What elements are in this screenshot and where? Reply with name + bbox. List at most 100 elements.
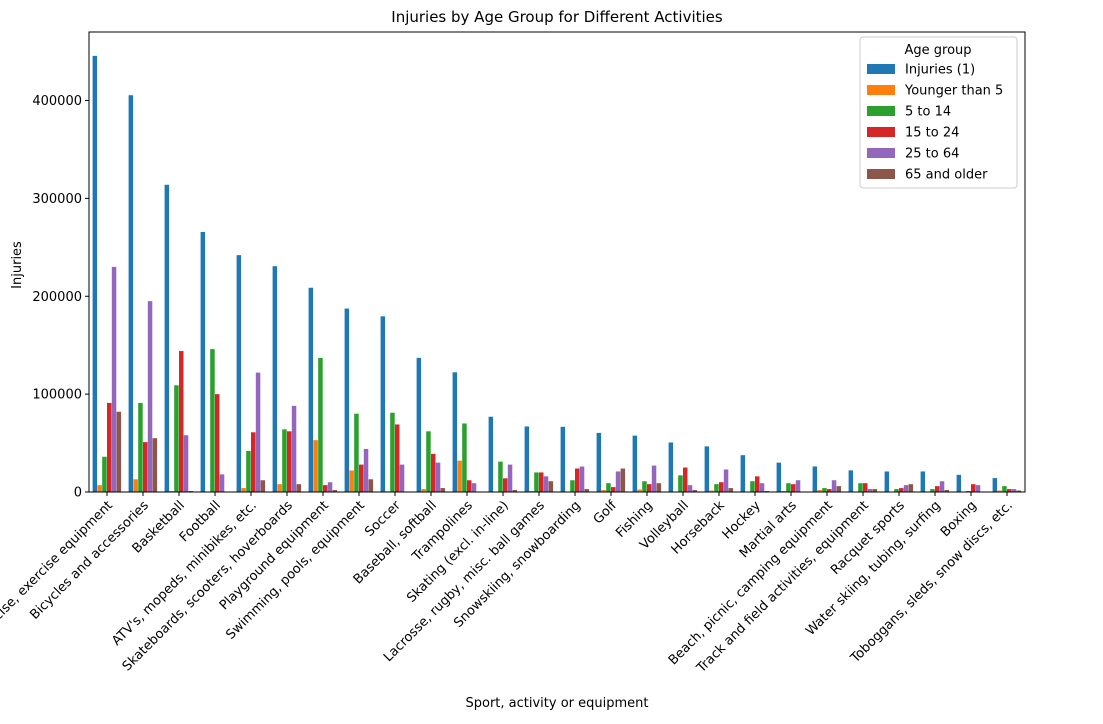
bar — [390, 413, 395, 492]
bar — [940, 481, 945, 492]
bar — [359, 465, 364, 492]
bar — [724, 469, 729, 492]
bar — [309, 288, 314, 492]
bar — [611, 487, 616, 492]
bar — [251, 432, 256, 492]
bar — [292, 406, 297, 492]
bar — [652, 466, 657, 492]
bar — [597, 433, 602, 492]
bar — [318, 358, 323, 492]
bar — [237, 255, 242, 492]
bar — [297, 484, 302, 492]
bar — [153, 438, 158, 492]
bar — [1002, 486, 1007, 492]
bar — [606, 483, 611, 492]
bar — [313, 440, 318, 492]
bar — [760, 483, 765, 492]
bar — [909, 484, 914, 492]
bar — [885, 471, 890, 492]
bar — [993, 478, 998, 492]
y-tick-label: 300000 — [32, 192, 82, 207]
bar — [97, 485, 102, 492]
bar — [277, 484, 282, 492]
bar — [349, 470, 354, 492]
bar — [633, 436, 638, 492]
bar — [741, 455, 746, 492]
bar — [220, 474, 225, 492]
y-axis-label: Injuries — [10, 241, 25, 289]
bar — [431, 454, 436, 492]
legend-entry-label: 15 to 24 — [905, 126, 959, 141]
bar — [669, 442, 674, 492]
bar — [705, 446, 710, 492]
bar — [246, 451, 251, 492]
bar — [133, 479, 138, 492]
bar — [921, 471, 926, 492]
bar — [796, 480, 801, 492]
x-axis-label: Sport, activity or equipment — [466, 696, 649, 711]
bar — [791, 484, 796, 492]
bar — [148, 301, 153, 492]
bar — [138, 403, 143, 492]
bar — [832, 480, 837, 492]
bar — [273, 266, 278, 492]
legend-entry-label: Injuries (1) — [905, 63, 975, 78]
bar — [184, 435, 189, 492]
legend-swatch — [867, 64, 895, 74]
y-tick-label: 100000 — [32, 388, 82, 403]
bar — [395, 424, 400, 492]
bar — [786, 483, 791, 492]
legend-swatch — [867, 106, 895, 116]
bar — [549, 481, 554, 492]
bar — [647, 484, 652, 492]
legend-swatch — [867, 127, 895, 137]
bar — [129, 95, 134, 492]
bar — [899, 488, 904, 492]
bar — [467, 480, 472, 492]
bar — [165, 185, 170, 492]
bar — [621, 469, 626, 492]
bar — [976, 485, 981, 492]
bar — [417, 358, 422, 492]
bar — [107, 403, 112, 492]
bar — [755, 476, 760, 492]
bar — [472, 483, 477, 492]
bar — [143, 442, 148, 492]
bar — [688, 485, 693, 492]
bar — [575, 469, 580, 492]
bar — [179, 351, 184, 492]
bar — [858, 483, 863, 492]
legend: Age group Injuries (1)Younger than 55 to… — [860, 37, 1017, 188]
chart-title: Injuries by Age Group for Different Acti… — [391, 8, 723, 26]
bar — [498, 462, 503, 492]
y-tick-label: 0 — [74, 486, 82, 501]
bar — [241, 488, 246, 492]
bar — [256, 373, 260, 492]
bar — [117, 412, 122, 492]
bar — [93, 56, 98, 492]
bar — [683, 468, 688, 492]
bar — [489, 417, 494, 492]
bar — [503, 478, 508, 492]
bar — [369, 479, 374, 492]
bar — [215, 394, 220, 492]
bar — [849, 470, 854, 492]
legend-entry-label: 5 to 14 — [905, 105, 951, 120]
legend-title: Age group — [904, 43, 971, 58]
bar — [570, 480, 575, 492]
bar — [174, 385, 179, 492]
legend-swatch — [867, 85, 895, 95]
bar — [112, 267, 117, 492]
bar — [719, 482, 724, 492]
bar — [426, 431, 431, 492]
bar — [381, 316, 386, 492]
bar — [210, 349, 215, 492]
bar — [642, 481, 647, 492]
x-tick-label: Exercise, exercise equipment — [0, 498, 116, 643]
legend-swatch — [867, 148, 895, 158]
legend-swatch — [867, 169, 895, 179]
bar — [462, 423, 467, 492]
bar — [714, 484, 719, 492]
